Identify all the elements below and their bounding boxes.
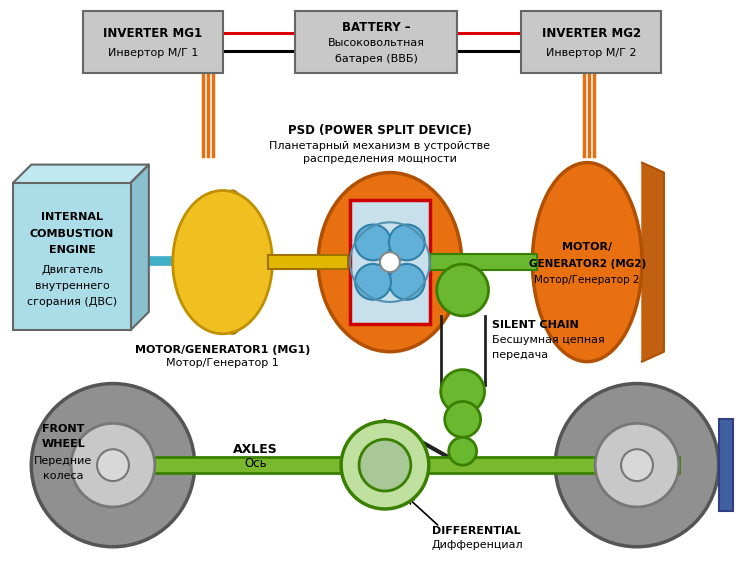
Text: Мотор/Генератор 2: Мотор/Генератор 2 (534, 275, 640, 285)
Text: WHEEL: WHEEL (41, 439, 85, 449)
Circle shape (71, 423, 155, 507)
Bar (522, 12, 661, 73)
Circle shape (359, 439, 411, 491)
Circle shape (555, 383, 719, 547)
Bar (83, 12, 223, 73)
Text: INTERNAL: INTERNAL (41, 212, 103, 222)
Text: Инвертор М/Г 2: Инвертор М/Г 2 (546, 48, 636, 58)
Text: DIFFERENTIAL: DIFFERENTIAL (431, 526, 520, 536)
Ellipse shape (172, 190, 272, 334)
Text: COMBUSTION: COMBUSTION (30, 229, 114, 239)
Ellipse shape (215, 190, 250, 334)
Text: распределения мощности: распределения мощности (303, 153, 457, 164)
Text: INVERTER MG2: INVERTER MG2 (542, 27, 641, 40)
Text: FRONT: FRONT (42, 424, 84, 434)
Circle shape (437, 264, 488, 316)
Polygon shape (131, 164, 149, 330)
Text: Высоковольтная: Высоковольтная (328, 38, 425, 48)
Text: Бесшумная цепная: Бесшумная цепная (491, 335, 605, 345)
Text: SILENT CHAIN: SILENT CHAIN (491, 320, 578, 330)
Text: AXLES: AXLES (233, 443, 278, 456)
Bar (295, 12, 457, 73)
Bar (430, 254, 537, 270)
Circle shape (441, 369, 485, 413)
Circle shape (380, 252, 400, 272)
Circle shape (448, 437, 477, 465)
Text: PSD (POWER SPLIT DEVICE): PSD (POWER SPLIT DEVICE) (288, 124, 472, 137)
Text: Планетарный механизм в устройстве: Планетарный механизм в устройстве (269, 141, 491, 151)
Circle shape (355, 264, 391, 300)
Circle shape (389, 264, 425, 300)
Text: Инвертор М/Г 1: Инвертор М/Г 1 (107, 48, 198, 58)
Text: BATTERY –: BATTERY – (342, 21, 410, 34)
Circle shape (595, 423, 679, 507)
Circle shape (355, 225, 391, 261)
Text: Двигатель: Двигатель (41, 265, 103, 275)
Text: MOTOR/GENERATOR1 (MG1): MOTOR/GENERATOR1 (MG1) (135, 345, 310, 355)
Text: сгорания (ДВС): сгорания (ДВС) (27, 297, 117, 307)
Circle shape (621, 449, 653, 481)
Text: MOTOR/: MOTOR/ (562, 242, 612, 252)
Circle shape (445, 401, 480, 437)
Bar (350, 200, 430, 324)
Bar (719, 419, 733, 511)
Circle shape (389, 225, 425, 261)
Circle shape (97, 449, 129, 481)
Text: Дифференциал: Дифференциал (431, 540, 523, 550)
Text: колеса: колеса (43, 471, 84, 481)
Circle shape (341, 422, 428, 509)
Bar (91, 457, 679, 473)
Text: Мотор/Генератор 1: Мотор/Генератор 1 (166, 358, 279, 368)
Circle shape (31, 383, 195, 547)
Text: внутреннего: внутреннего (35, 281, 110, 291)
Text: GENERATOR2 (MG2): GENERATOR2 (MG2) (528, 259, 646, 269)
Text: передача: передача (491, 350, 548, 360)
Text: Ось: Ось (244, 457, 266, 470)
Polygon shape (642, 163, 664, 362)
Text: INVERTER MG1: INVERTER MG1 (104, 27, 202, 40)
Text: батарея (ВВБ): батарея (ВВБ) (334, 54, 417, 64)
Bar (269, 255, 348, 269)
Ellipse shape (318, 173, 462, 351)
Text: Передние: Передние (34, 456, 92, 466)
Text: ENGINE: ENGINE (49, 245, 95, 255)
Ellipse shape (532, 163, 642, 362)
Bar (13, 182, 131, 330)
Polygon shape (13, 164, 149, 182)
